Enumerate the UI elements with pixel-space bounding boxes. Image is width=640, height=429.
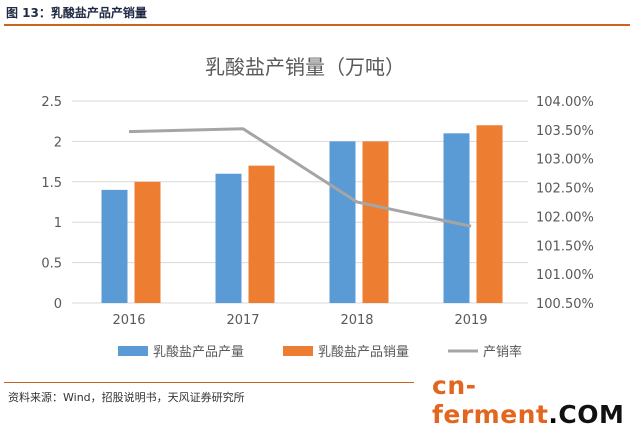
legend: 乳酸盐产品产量 乳酸盐产品销量 产销率: [118, 344, 522, 360]
x-axis-ticks: 2016 2017 2018 2019: [112, 313, 487, 328]
watermark-main: cn-ferment: [432, 371, 548, 429]
right-axis-ticks: 100.50% 101.00% 101.50% 102.00% 102.50% 103.0…: [536, 95, 594, 312]
x-tick-label: 2019: [454, 313, 487, 328]
rate-line: [129, 129, 471, 227]
chart-title: 乳酸盐产销量（万吨）: [205, 55, 405, 79]
right-tick-label: 101.50%: [536, 239, 594, 254]
legend-label: 乳酸盐产品产量: [153, 345, 244, 360]
left-tick-label: 0: [54, 297, 62, 312]
source-note: 资料来源：Wind，招股说明书，天风证券研究所: [8, 389, 245, 405]
sales-bar-2016: [135, 182, 161, 303]
chart: 乳酸盐产销量（万吨） 00.511.522.5 100.50%101.00%10…: [0, 0, 640, 412]
left-tick-label: 0.5: [41, 257, 62, 272]
legend-label: 乳酸盐产品销量: [318, 345, 409, 360]
sales-bar-2019: [477, 125, 503, 303]
watermark-tail: COM: [558, 400, 624, 429]
right-tick-label: 100.50%: [536, 297, 594, 312]
watermark-logo: cn-ferment.COM: [432, 371, 640, 429]
left-tick-label: 2.5: [41, 95, 62, 110]
left-axis-ticks: 0 0.5 1 1.5 2 2.5: [41, 95, 62, 312]
production-bar-2019: [444, 133, 470, 303]
sales-bar-2017: [249, 166, 275, 303]
x-tick-label: 2018: [340, 313, 373, 328]
right-tick-label: 101.00%: [536, 268, 594, 283]
right-tick-label: 103.50%: [536, 124, 594, 139]
source-divider: [4, 382, 414, 383]
production-bar-2018: [330, 141, 356, 303]
right-tick-label: 103.00%: [536, 153, 594, 168]
legend-label: 产销率: [483, 344, 522, 360]
legend-swatch: [118, 346, 148, 356]
x-tick-label: 2017: [226, 313, 259, 328]
watermark-dot: .: [548, 400, 558, 429]
right-tick-label: 102.50%: [536, 182, 594, 197]
production-bar-2016: [102, 190, 128, 303]
legend-swatch: [283, 346, 313, 356]
left-tick-label: 1: [54, 216, 62, 231]
right-tick-label: 104.00%: [536, 95, 594, 110]
left-tick-label: 2: [54, 135, 62, 150]
rate-polyline: [129, 129, 471, 227]
left-tick-label: 1.5: [41, 176, 62, 191]
production-bar-2017: [216, 174, 242, 303]
bars: [102, 125, 503, 303]
right-tick-label: 102.00%: [536, 210, 594, 225]
x-tick-label: 2016: [112, 313, 145, 328]
sales-bar-2018: [363, 141, 389, 303]
